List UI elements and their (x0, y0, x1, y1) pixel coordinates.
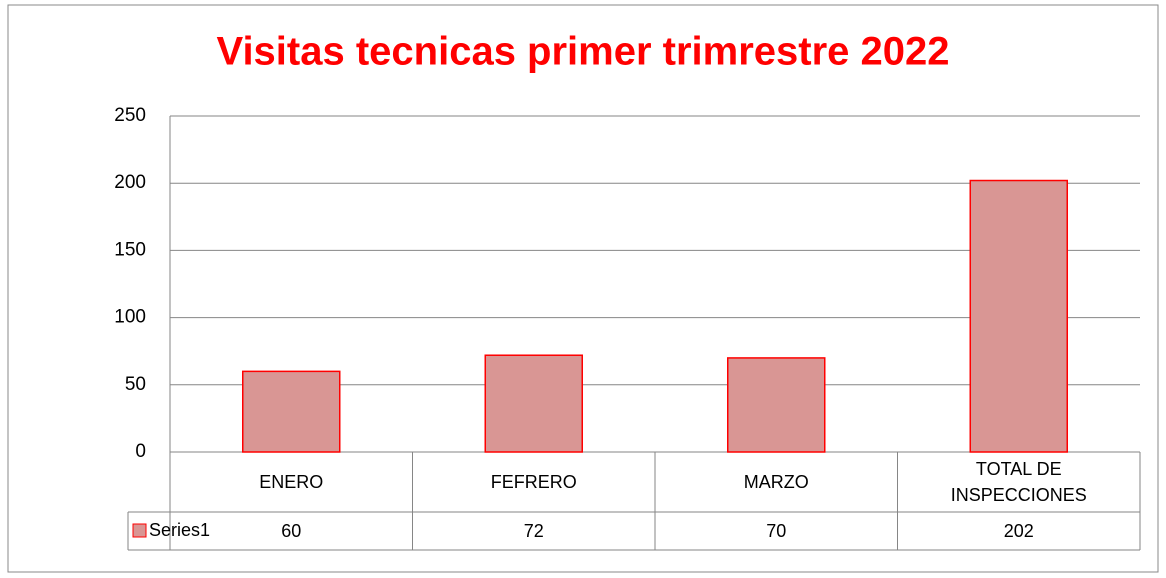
data-label: 70 (655, 512, 898, 550)
data-label-text: 60 (281, 521, 302, 541)
bar (727, 357, 826, 453)
y-tick-label: 0 (135, 441, 146, 462)
x-tick-label-text: ENERO (259, 472, 324, 492)
y-tick-label: 200 (114, 172, 146, 193)
data-label-text: 70 (766, 521, 787, 541)
bar (242, 370, 341, 453)
x-tick-label: FEFRERO (413, 452, 656, 512)
data-label: 72 (413, 512, 656, 550)
data-label: 202 (898, 512, 1141, 550)
x-tick-label: MARZO (655, 452, 898, 512)
chart-frame (7, 4, 1159, 573)
y-tick-label: 50 (125, 374, 146, 395)
bar (484, 354, 583, 453)
bar (969, 179, 1068, 453)
legend-key (132, 523, 147, 538)
x-tick-label: ENERO (170, 452, 413, 512)
x-tick-label-text: FEFRERO (490, 472, 577, 492)
data-label-text: 72 (523, 521, 544, 541)
data-label: 60 (170, 512, 413, 550)
y-tick-label: 100 (114, 307, 146, 328)
x-tick-label: TOTAL DE INSPECCIONES (898, 452, 1141, 512)
chart-title: Visitas tecnicas primer trimrestre 2022 (216, 30, 949, 74)
y-tick-label: 150 (114, 239, 146, 260)
data-label-text: 202 (1003, 521, 1034, 541)
legend-label: Series1 (149, 520, 210, 540)
x-tick-label-text: TOTAL DE INSPECCIONES (950, 459, 1087, 505)
x-tick-label-text: MARZO (743, 472, 809, 492)
y-tick-label: 250 (114, 105, 146, 126)
